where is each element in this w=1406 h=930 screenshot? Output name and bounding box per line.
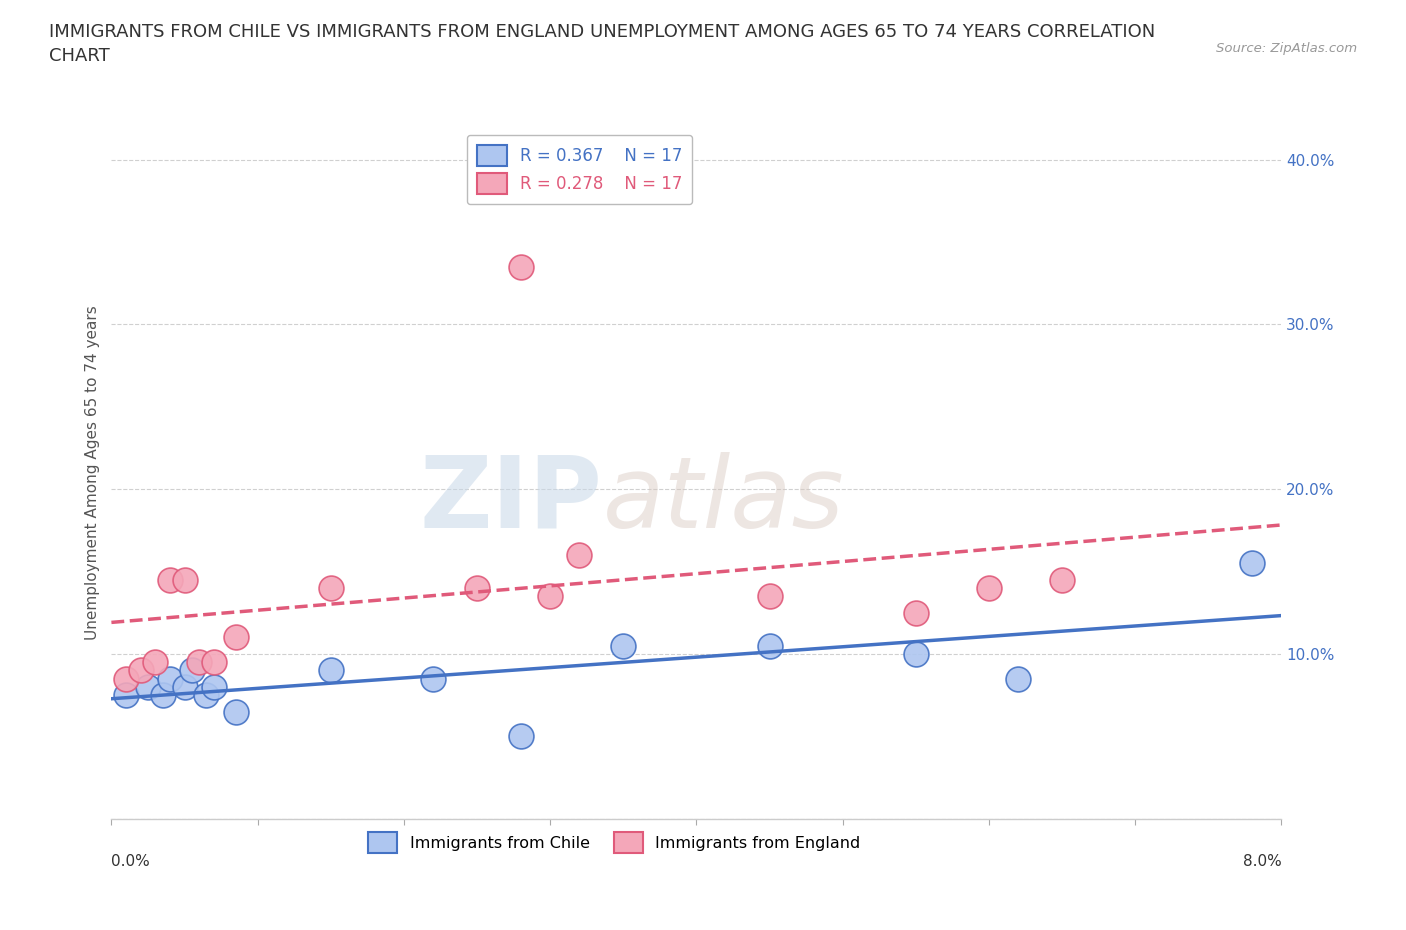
Point — [195, 687, 218, 702]
Point — [758, 638, 780, 653]
Point — [173, 680, 195, 695]
Text: 8.0%: 8.0% — [1243, 854, 1281, 869]
Y-axis label: Unemployment Among Ages 65 to 74 years: Unemployment Among Ages 65 to 74 years — [86, 305, 100, 640]
Point — [115, 671, 138, 686]
Point — [136, 680, 159, 695]
Point — [465, 580, 488, 595]
Text: 0.0%: 0.0% — [111, 854, 150, 869]
Point — [422, 671, 444, 686]
Point — [1050, 572, 1073, 587]
Point — [509, 729, 531, 744]
Point — [1007, 671, 1029, 686]
Point — [225, 704, 247, 719]
Point — [202, 680, 225, 695]
Point — [568, 548, 591, 563]
Point — [758, 589, 780, 604]
Point — [538, 589, 561, 604]
Point — [159, 572, 181, 587]
Point — [152, 687, 174, 702]
Point — [173, 572, 195, 587]
Point — [319, 663, 342, 678]
Point — [612, 638, 634, 653]
Legend: Immigrants from Chile, Immigrants from England: Immigrants from Chile, Immigrants from E… — [361, 826, 868, 859]
Point — [904, 605, 927, 620]
Point — [159, 671, 181, 686]
Point — [202, 655, 225, 670]
Point — [319, 580, 342, 595]
Point — [509, 259, 531, 274]
Point — [180, 663, 202, 678]
Point — [143, 655, 166, 670]
Text: Source: ZipAtlas.com: Source: ZipAtlas.com — [1216, 42, 1357, 55]
Point — [129, 663, 152, 678]
Point — [225, 630, 247, 644]
Point — [904, 646, 927, 661]
Point — [977, 580, 1000, 595]
Point — [1241, 556, 1264, 571]
Text: ZIP: ZIP — [420, 452, 603, 549]
Text: atlas: atlas — [603, 452, 845, 549]
Text: IMMIGRANTS FROM CHILE VS IMMIGRANTS FROM ENGLAND UNEMPLOYMENT AMONG AGES 65 TO 7: IMMIGRANTS FROM CHILE VS IMMIGRANTS FROM… — [49, 23, 1156, 65]
Point — [115, 687, 138, 702]
Point — [188, 655, 211, 670]
